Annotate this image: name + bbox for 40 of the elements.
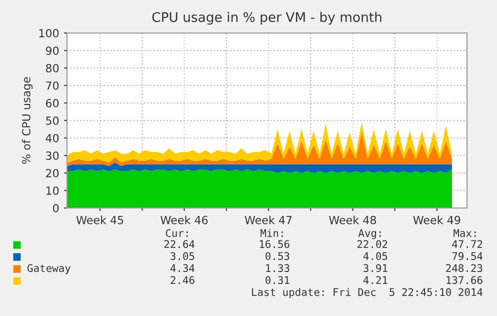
text: Cur: [166,229,188,238]
text: Max: [454,229,476,238]
x-tick-label: Week 48 [329,216,376,224]
text: 0.31 [266,276,290,284]
x-tick-label: Week 45 [76,216,124,224]
y-tick-label: 50 [46,116,59,125]
text: 1.33 [266,264,290,272]
text: 22.64 [164,240,195,248]
x-tick-label: Week 46 [160,216,208,224]
text: 16.56 [260,240,290,248]
y-tick-label: 30 [46,151,59,160]
y-tick-label: 10 [46,186,59,195]
text: 3.05 [170,252,194,260]
y-tick-label: 80 [46,64,59,72]
y-axis-title: % of CPU usage [22,77,33,164]
text: 0.53 [266,252,290,260]
y-tick-label: 60 [46,98,59,108]
text: 137.66 [446,276,482,284]
y-tick-label: 0 [53,204,59,212]
y-tick-label: 90 [46,46,59,55]
y-tick-label: 20 [46,168,59,178]
text: 248.23 [446,264,482,272]
text: 79.54 [452,252,483,260]
y-tick-label: 70 [46,81,59,90]
text: Avg: [358,229,381,240]
text: 22.02 [357,240,388,248]
text: 4.21 [363,276,388,284]
text: 4.05 [363,252,388,260]
chart-title: CPU usage in % per VM - by month [152,12,382,25]
legend-label: Gateway [28,264,70,274]
y-tick-label: 100 [39,28,59,38]
x-tick-label: Week 49 [413,216,460,224]
text: 4.34 [170,264,195,272]
x-tick-label: Week 47 [244,216,292,224]
text: 2.46 [170,276,194,284]
text: 47.72 [452,240,482,248]
text: 3.91 [364,264,388,272]
y-tick-label: 40 [46,134,59,142]
text: Last update: Fri Dec 5 22:45:10 2014 [252,288,483,298]
text: Min: [260,228,283,237]
